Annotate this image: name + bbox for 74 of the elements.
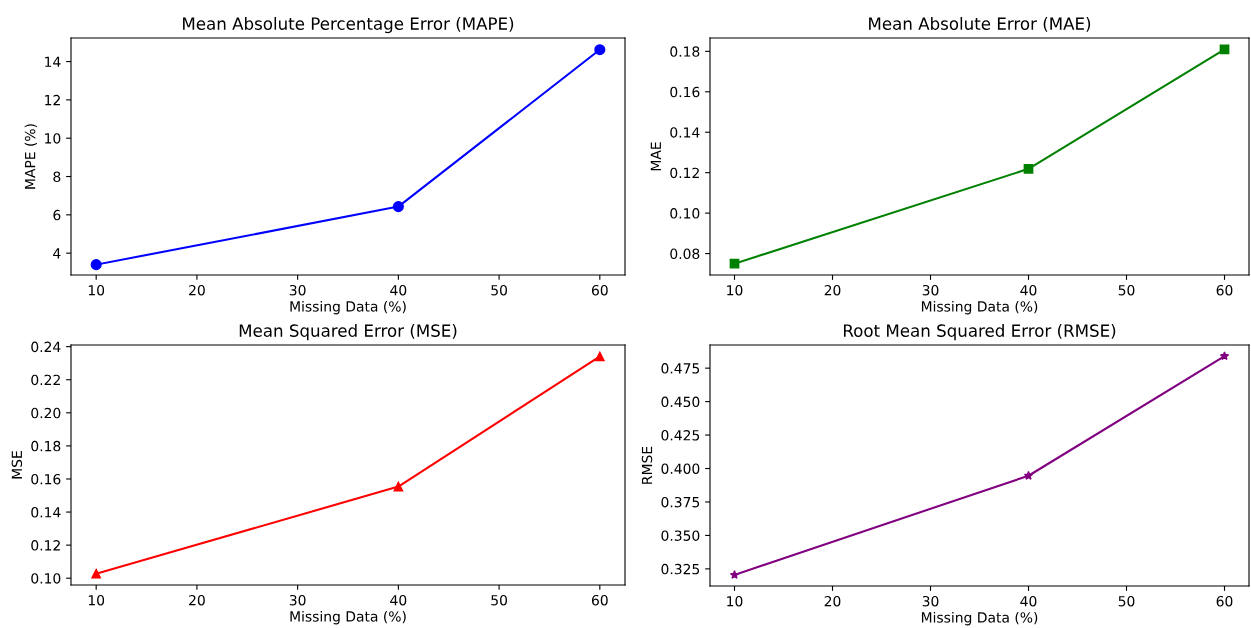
x-tick-label: 20 xyxy=(824,595,841,607)
y-tick-label: 8 xyxy=(53,171,61,182)
x-tick-label: 60 xyxy=(1216,284,1233,296)
point xyxy=(1023,470,1034,480)
point xyxy=(393,481,404,492)
x-tick-label: 30 xyxy=(289,284,306,296)
y-tick-label: 0.325 xyxy=(661,563,700,575)
point xyxy=(729,258,740,269)
y-tick-label: 0.375 xyxy=(661,496,700,508)
x-tick-label: 10 xyxy=(727,595,743,607)
y-tick-label: 0.16 xyxy=(670,86,700,98)
y-axis-title: MSE xyxy=(11,451,23,479)
point xyxy=(1219,44,1230,55)
x-axis-title: Missing Data (%) xyxy=(921,611,1038,626)
y-tick-label: 0.18 xyxy=(31,440,61,452)
y-tick-label: 0.14 xyxy=(670,127,700,138)
x-tick-label: 10 xyxy=(727,284,743,296)
y-tick-label: 14 xyxy=(45,56,61,67)
y-tick-label: 0.475 xyxy=(661,363,700,374)
x-tick-label: 20 xyxy=(189,594,205,606)
x-axis-title: Missing Data (%) xyxy=(290,610,406,625)
point xyxy=(594,44,606,56)
point xyxy=(1219,351,1230,361)
y-tick-label: 12 xyxy=(45,94,60,106)
y-tick-label: 0.10 xyxy=(670,208,700,219)
y-tick-label: 6 xyxy=(53,209,61,221)
x-tick-label: 40 xyxy=(1020,284,1037,296)
point xyxy=(90,259,102,271)
x-tick-label: 50 xyxy=(491,594,508,606)
x-tick-label: 50 xyxy=(1118,595,1135,607)
point xyxy=(594,351,605,362)
x-tick-label: 10 xyxy=(88,594,105,606)
chart-title: Mean Absolute Error (MAE) xyxy=(869,17,1091,32)
y-tick-label: 0.20 xyxy=(31,407,61,419)
y-tick-label: 0.24 xyxy=(31,341,61,353)
y-tick-label: 0.22 xyxy=(31,374,60,386)
y-tick-label: 0.450 xyxy=(661,396,700,408)
x-tick-label: 60 xyxy=(1216,595,1233,607)
y-tick-label: 0.350 xyxy=(661,530,700,541)
x-axis-title: Missing Data (%) xyxy=(290,300,406,315)
x-tick-label: 30 xyxy=(922,284,939,296)
y-tick-label: 0.12 xyxy=(31,540,60,551)
point xyxy=(392,201,404,213)
x-tick-label: 50 xyxy=(1118,284,1135,296)
y-tick-label: 0.18 xyxy=(670,46,700,57)
y-tick-label: 10 xyxy=(45,133,61,144)
y-tick-label: 0.08 xyxy=(670,248,700,260)
x-tick-label: 10 xyxy=(88,284,105,296)
y-axis-title: RMSE xyxy=(641,446,653,484)
x-tick-label: 40 xyxy=(390,284,407,296)
chart-title: Mean Absolute Percentage Error (MAPE) xyxy=(183,17,514,34)
chart-title: Root Mean Squared Error (RMSE) xyxy=(843,324,1116,341)
y-tick-label: 4 xyxy=(53,248,61,259)
x-tick-label: 60 xyxy=(591,594,608,606)
y-tick-label: 0.12 xyxy=(670,167,699,179)
point xyxy=(91,568,102,579)
point xyxy=(1023,163,1034,174)
y-tick-label: 0.10 xyxy=(31,573,61,584)
x-tick-label: 40 xyxy=(390,594,407,606)
y-tick-label: 0.14 xyxy=(31,507,61,518)
x-tick-label: 60 xyxy=(591,284,608,296)
x-tick-label: 20 xyxy=(189,284,205,296)
x-tick-label: 30 xyxy=(922,595,939,607)
chart-title: Mean Squared Error (MSE) xyxy=(239,324,457,341)
x-axis-title: Missing Data (%) xyxy=(921,300,1038,315)
y-tick-label: 0.16 xyxy=(31,473,61,485)
y-tick-label: 0.425 xyxy=(661,430,700,441)
y-axis-title: MAE xyxy=(650,142,661,171)
x-tick-label: 20 xyxy=(824,284,841,296)
x-tick-label: 40 xyxy=(1020,595,1037,607)
y-tick-label: 0.400 xyxy=(661,463,700,474)
y-axis-title: MAPE (%) xyxy=(24,124,37,189)
x-tick-label: 50 xyxy=(491,284,508,296)
x-tick-label: 30 xyxy=(289,594,306,606)
